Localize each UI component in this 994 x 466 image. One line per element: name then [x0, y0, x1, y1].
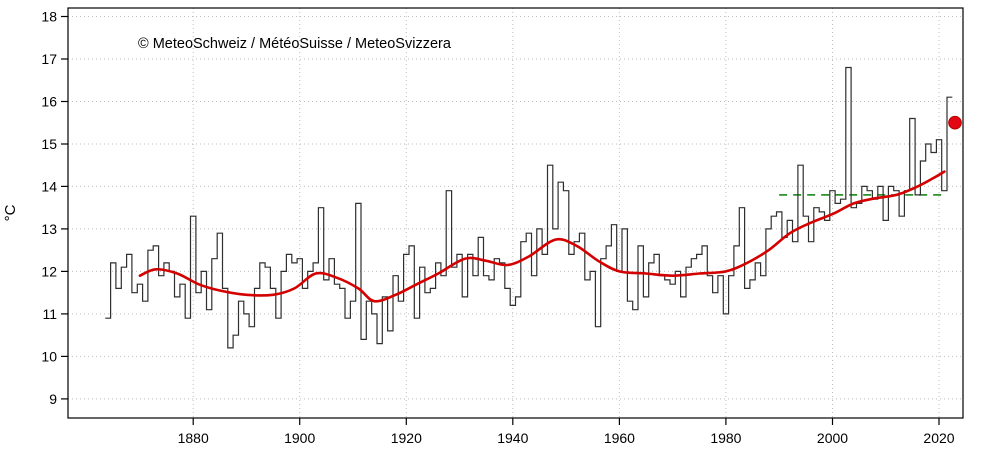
- y-tick-label: 11: [42, 306, 57, 322]
- axes-layer: 9 10 11 12 13 14 15 16 17 18 1880 1900 1920 1940 1960 1…: [41, 7, 964, 446]
- y-tick-label: 9: [49, 391, 57, 407]
- y-tick-label: 12: [41, 263, 57, 279]
- smoothed-trend-line: [138, 170, 946, 303]
- x-tick-label: 1900: [284, 430, 315, 446]
- x-tick-label: 1980: [710, 430, 741, 446]
- annual-step-series: [105, 66, 953, 349]
- x-tick-label: 1940: [497, 430, 528, 446]
- y-tick-label: 13: [41, 221, 57, 237]
- y-tick-label: 16: [41, 93, 57, 109]
- series-layer: [105, 66, 962, 349]
- y-tick-label: 18: [41, 8, 57, 24]
- x-tick-label: 1960: [604, 430, 635, 446]
- y-axis-label: °C: [2, 204, 19, 221]
- current-value-dot: [948, 115, 962, 130]
- copyright-note: © MeteoSchweiz / MétéoSuisse / MeteoSviz…: [138, 36, 452, 52]
- y-tick-label: 15: [41, 136, 57, 152]
- y-tick-label: 10: [41, 348, 57, 364]
- grid-layer: [68, 8, 963, 418]
- y-tick-label: 17: [41, 51, 57, 67]
- y-tick-label: 14: [41, 178, 57, 194]
- x-tick-label: 2000: [817, 430, 848, 446]
- x-tick-label: 1920: [391, 430, 422, 446]
- x-tick-label: 2020: [923, 430, 954, 446]
- x-tick-label: 1880: [178, 430, 209, 446]
- plot-border: [67, 7, 964, 419]
